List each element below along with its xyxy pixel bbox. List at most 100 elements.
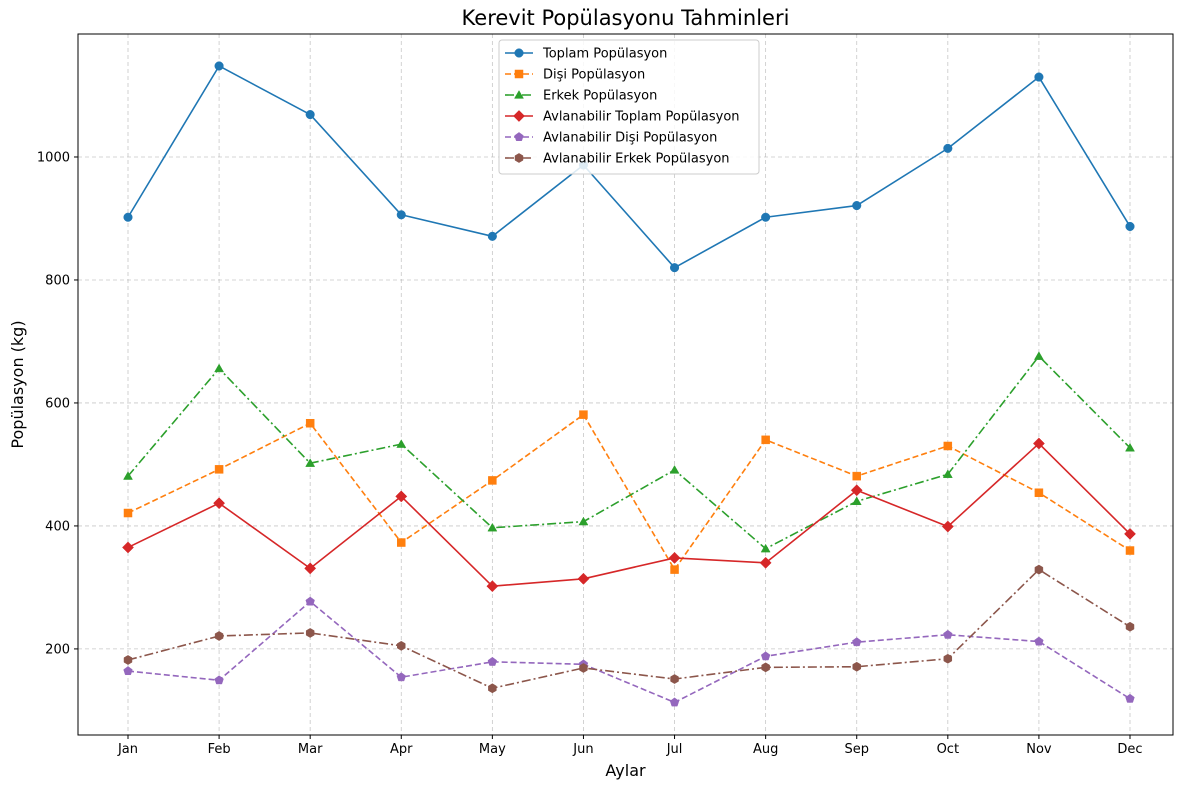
data-point — [214, 465, 224, 474]
series-line — [127, 65, 1131, 269]
data-point — [214, 675, 224, 685]
legend-marker — [514, 48, 524, 58]
data-point — [1032, 437, 1045, 450]
series-4 — [122, 437, 1136, 593]
data-point — [396, 672, 406, 682]
data-point — [488, 476, 497, 485]
y-tick-label: 200 — [45, 642, 70, 657]
x-tick-label: Dec — [1117, 742, 1142, 757]
legend-marker — [514, 153, 524, 163]
data-point — [852, 661, 861, 672]
data-point — [213, 497, 226, 510]
data-point — [578, 516, 589, 526]
x-tick-label: Sep — [844, 742, 869, 757]
x-tick-label: Jan — [117, 742, 138, 757]
series-line — [127, 355, 1131, 550]
data-point — [1125, 546, 1135, 555]
x-tick-label: Jul — [666, 742, 683, 757]
legend-marker — [513, 110, 525, 122]
data-point — [577, 572, 590, 585]
series-line — [127, 442, 1131, 587]
series-3 — [123, 351, 1135, 553]
data-point — [214, 61, 224, 71]
data-point — [1125, 442, 1135, 452]
data-point — [943, 653, 953, 664]
data-point — [668, 551, 681, 564]
x-tick-label: Oct — [937, 742, 959, 757]
data-point — [852, 637, 862, 647]
legend: Toplam Popülasyon Dişi Popülasyon Erkek Po… — [498, 39, 760, 175]
data-point — [579, 663, 588, 673]
data-point — [305, 628, 315, 638]
data-point — [669, 465, 680, 474]
data-point — [670, 565, 679, 574]
legend-entry: Avlanabilir Dişi Popülasyon — [505, 131, 717, 146]
data-point — [488, 683, 497, 694]
data-point — [214, 363, 225, 373]
data-point — [397, 640, 406, 651]
data-point — [123, 212, 133, 222]
data-point — [487, 656, 498, 666]
legend-entry: Toplam Popülasyon — [505, 47, 667, 62]
data-point — [395, 490, 408, 503]
x-tick-label: Feb — [208, 742, 231, 757]
y-tick-label: 1000 — [37, 150, 70, 165]
data-point — [305, 458, 316, 467]
series-line — [127, 568, 1131, 690]
data-point — [396, 210, 406, 220]
data-point — [943, 441, 953, 451]
data-point — [669, 263, 680, 273]
legend-entry: Dişi Popülasyon — [505, 68, 645, 83]
x-tick-label: Apr — [390, 742, 413, 757]
data-point — [396, 439, 407, 448]
legend-label: Avlanabilir Erkek Popülasyon — [543, 152, 730, 167]
data-point — [123, 655, 133, 665]
data-point — [852, 471, 861, 481]
y-tick-label: 600 — [45, 396, 70, 411]
series-2 — [123, 410, 1135, 574]
data-point — [852, 201, 862, 211]
data-point — [123, 666, 133, 676]
y-tick-label: 400 — [45, 519, 70, 534]
data-point — [1034, 636, 1044, 646]
data-point — [850, 484, 863, 497]
legend-entry: Avlanabilir Toplam Popülasyon — [505, 110, 740, 125]
data-point — [670, 674, 679, 684]
data-point — [1033, 351, 1044, 360]
data-point — [1125, 221, 1135, 232]
data-point — [669, 697, 680, 707]
data-point — [943, 143, 953, 153]
data-point — [214, 631, 224, 641]
data-point — [487, 231, 497, 241]
legend-entry: Erkek Popülasyon — [505, 89, 657, 104]
data-point — [1034, 564, 1044, 575]
data-point — [1125, 693, 1135, 703]
series-line — [127, 600, 1131, 704]
x-tick-label: Mar — [298, 742, 323, 757]
legend-marker — [514, 132, 524, 141]
data-point — [1125, 621, 1135, 632]
legend-label: Avlanabilir Dişi Popülasyon — [543, 131, 717, 146]
x-axis-title: Aylar — [605, 761, 646, 780]
data-point — [761, 212, 771, 222]
legend-label: Dişi Popülasyon — [543, 68, 645, 83]
y-axis-title: Popülasyon (kg) — [8, 320, 27, 448]
data-point — [759, 556, 772, 569]
data-point — [304, 562, 317, 575]
data-point — [851, 496, 862, 505]
data-point — [305, 110, 315, 120]
legend-label: Erkek Popülasyon — [543, 89, 657, 104]
series-6 — [123, 564, 1135, 694]
data-point — [943, 629, 953, 639]
series-5 — [123, 596, 1135, 707]
x-tick-label: May — [479, 742, 506, 757]
x-tick-label: Aug — [753, 742, 778, 757]
data-point — [760, 651, 771, 661]
data-point — [1124, 527, 1136, 540]
legend-label: Avlanabilir Toplam Popülasyon — [543, 110, 740, 125]
data-point — [397, 538, 406, 547]
x-tick-label: Nov — [1026, 742, 1052, 757]
data-point — [486, 580, 499, 593]
